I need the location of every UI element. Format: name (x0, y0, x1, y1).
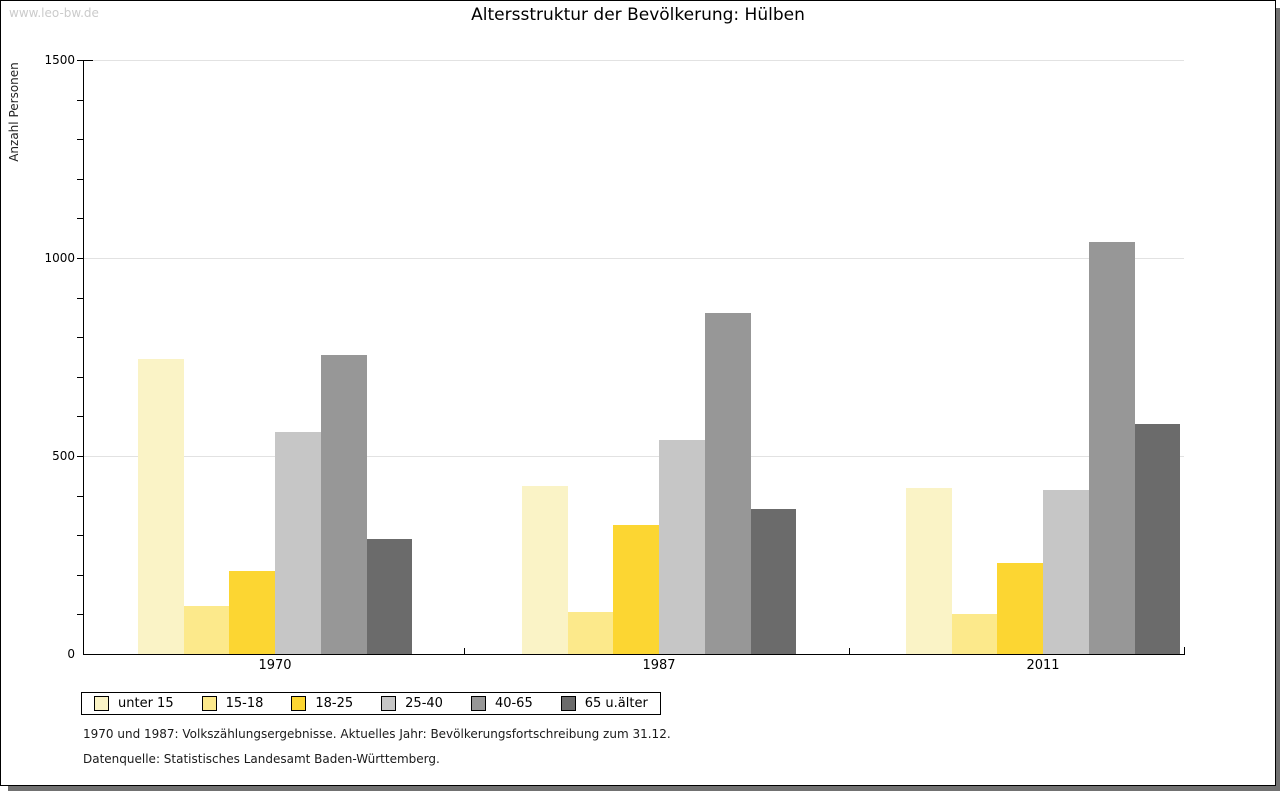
legend-item-40-65: 40-65 (470, 696, 533, 711)
y-tick-1400 (77, 100, 83, 101)
y-tick-1200 (77, 179, 83, 180)
bar-18-25-1987 (613, 525, 659, 654)
footnote-sources: 1970 und 1987: Volkszählungsergebnisse. … (83, 727, 671, 741)
bar-18-25-1970 (229, 571, 275, 654)
y-tick-100 (77, 614, 83, 615)
legend-label: unter 15 (118, 696, 174, 711)
x-category-label-1970: 1970 (258, 658, 292, 673)
legend-label: 65 u.älter (584, 696, 648, 711)
legend-swatch (201, 696, 217, 711)
footnote-dataquelle: Datenquelle: Statistisches Landesamt Bad… (83, 752, 440, 766)
watermark: www.leo-bw.de (9, 6, 99, 20)
legend-swatch (291, 696, 307, 711)
y-tick-1500 (77, 60, 83, 61)
bar-unter-15-1970 (138, 359, 184, 654)
y-tick-400 (77, 496, 83, 497)
legend-item-18-25: 18-25 (291, 696, 353, 711)
bar-65-u-lter-1970 (367, 539, 412, 654)
gridline-500 (83, 456, 1184, 457)
legend-item-25-40: 25-40 (381, 696, 443, 711)
y-tick-1300 (77, 139, 83, 140)
x-category-label-2011: 2011 (1026, 658, 1060, 673)
legend-swatch (560, 696, 576, 711)
y-tick-700 (77, 377, 83, 378)
bar-15-18-1970 (184, 606, 229, 654)
gridline-1500 (83, 60, 1184, 61)
frame-shadow-right (1276, 8, 1280, 791)
x-group-separator-tick-1 (464, 648, 465, 654)
bar-65-u-lter-2011 (1135, 424, 1180, 654)
bar-15-18-2011 (952, 614, 997, 654)
legend-item-unter-15: unter 15 (94, 696, 174, 711)
legend-label: 25-40 (405, 696, 443, 711)
bar-15-18-1987 (568, 612, 613, 654)
y-tick-200 (77, 575, 83, 576)
gridline-1000 (83, 258, 1184, 259)
bar-25-40-1987 (659, 440, 705, 654)
y-tick-label-1500: 1500 (44, 53, 75, 67)
y-tick-900 (77, 298, 83, 299)
y-tick-1100 (77, 218, 83, 219)
legend-swatch (470, 696, 486, 711)
x-category-label-1987: 1987 (642, 658, 676, 673)
y-axis (83, 60, 84, 654)
y-axis-end-cap (83, 60, 93, 61)
legend-label: 18-25 (315, 696, 354, 711)
bar-18-25-2011 (997, 563, 1043, 654)
x-group-separator-tick-2 (849, 648, 850, 654)
y-tick-label-0: 0 (67, 647, 75, 661)
legend-label: 40-65 (494, 696, 533, 711)
bar-25-40-1970 (275, 432, 321, 654)
bar-unter-15-1987 (522, 486, 568, 654)
y-tick-1000 (77, 258, 83, 259)
legend: unter 15 15-18 18-25 25-40 40-65 65 u.älter (81, 692, 661, 715)
legend-swatch (94, 696, 109, 711)
chart-title: Altersstruktur der Bevölkerung: Hülben (471, 5, 805, 25)
bar-unter-15-2011 (906, 488, 952, 654)
legend-label: 15-18 (225, 696, 264, 711)
y-tick-600 (77, 416, 83, 417)
x-axis (83, 654, 1185, 655)
y-tick-label-500: 500 (52, 449, 75, 463)
y-tick-300 (77, 535, 83, 536)
bar-25-40-2011 (1043, 490, 1089, 654)
y-tick-500 (77, 456, 83, 457)
x-axis-end-cap (1184, 647, 1185, 654)
y-tick-800 (77, 337, 83, 338)
frame-shadow-bottom (8, 786, 1280, 791)
legend-swatch (381, 696, 397, 711)
bar-65-u-lter-1987 (751, 509, 796, 654)
bar-40-65-1970 (321, 355, 367, 654)
y-tick-label-1000: 1000 (44, 251, 75, 265)
legend-item-15-18: 15-18 (201, 696, 264, 711)
bar-40-65-1987 (705, 313, 751, 654)
bar-40-65-2011 (1089, 242, 1135, 654)
legend-item-65-u-lter: 65 u.älter (560, 696, 648, 711)
